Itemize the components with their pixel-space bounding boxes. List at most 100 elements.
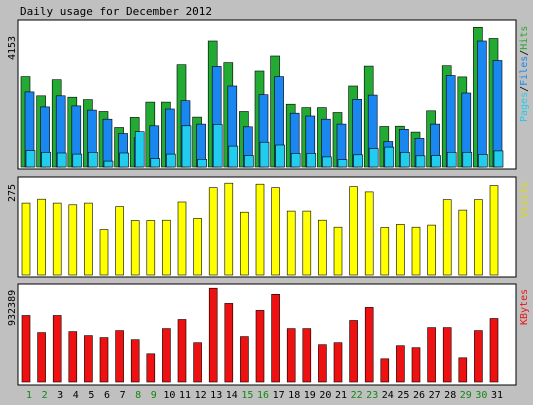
visits-bar-25 — [396, 224, 405, 276]
pages-bar-28 — [446, 152, 457, 168]
day-label-6: 6 — [104, 390, 110, 401]
kbytes-max-label: 932389 — [7, 290, 18, 326]
pages-bar-31 — [493, 150, 504, 168]
day-label-2: 2 — [42, 390, 48, 401]
day-label-8: 8 — [135, 390, 141, 401]
pages-bar-5 — [88, 152, 98, 168]
visits-bar-18 — [286, 210, 296, 276]
visits-bar-7 — [115, 206, 124, 276]
kbytes-bar-6 — [99, 337, 109, 383]
visits-bar-6 — [99, 229, 109, 276]
kbytes-bar-19 — [302, 328, 312, 383]
kbytes-bar-17 — [271, 293, 280, 383]
pages-bar-15 — [244, 155, 254, 168]
kbytes-bar-5 — [84, 335, 93, 383]
day-label-17: 17 — [273, 390, 285, 401]
pages-bar-12 — [197, 159, 207, 168]
pages-bar-2 — [41, 152, 51, 168]
visits-bar-9 — [146, 220, 156, 276]
day-label-11: 11 — [179, 390, 191, 401]
visits-bar-16 — [255, 183, 265, 276]
visits-bar-1 — [21, 202, 31, 276]
pages-bar-21 — [337, 159, 348, 168]
kbytes-bar-24 — [380, 358, 390, 383]
day-label-9: 9 — [151, 390, 157, 401]
pages-bar-23 — [368, 148, 379, 168]
day-label-3: 3 — [57, 390, 63, 401]
visits-bar-31 — [489, 185, 499, 276]
visits-bar-27 — [427, 224, 436, 276]
pages-bar-3 — [56, 152, 67, 168]
svg-text:Pages/Files/Hits: Pages/Files/Hits — [519, 26, 530, 122]
pages-bar-1 — [25, 150, 36, 168]
day-label-7: 7 — [120, 390, 126, 401]
pages-bar-9 — [150, 158, 161, 168]
day-label-18: 18 — [288, 390, 300, 401]
x-axis-labels: 1 2 3 4 5 6 7 8 9 10 11 12 13 14 15 16 17 18 19 20 21 22 23 24 2… — [26, 390, 503, 401]
pages-bar-29 — [462, 152, 473, 168]
visits-bar-8 — [130, 220, 140, 276]
visits-bar-13 — [208, 187, 218, 276]
day-label-29: 29 — [460, 390, 472, 401]
day-label-24: 24 — [382, 390, 394, 401]
day-label-30: 30 — [475, 390, 487, 401]
visits-bar-15 — [240, 211, 249, 276]
kbytes-bar-25 — [396, 345, 405, 383]
kbytes-bar-2 — [37, 332, 46, 383]
visits-bar-10 — [162, 219, 171, 276]
kbytes-bar-21 — [333, 342, 343, 383]
pages-bar-30 — [478, 154, 488, 168]
day-label-21: 21 — [335, 390, 347, 401]
visits-bar-30 — [474, 199, 483, 276]
visits-bar-22 — [349, 186, 358, 276]
visits-bar-29 — [458, 209, 468, 276]
day-label-5: 5 — [88, 390, 94, 401]
visits-bar-3 — [52, 202, 62, 276]
day-label-13: 13 — [210, 390, 222, 401]
kbytes-bar-22 — [349, 320, 358, 383]
pages-bar-11 — [181, 125, 192, 168]
pages-bar-6 — [103, 160, 114, 168]
kbytes-bar-26 — [411, 347, 421, 383]
kbytes-bar-29 — [458, 357, 468, 383]
kbytes-bar-31 — [489, 318, 499, 383]
pages-bar-19 — [306, 153, 317, 168]
day-label-25: 25 — [397, 390, 409, 401]
files-bar-30 — [477, 40, 487, 168]
chart-title: Daily usage for December 2012 — [20, 5, 212, 18]
pages-bar-27 — [431, 155, 441, 168]
day-label-28: 28 — [444, 390, 456, 401]
kbytes-bar-27 — [427, 327, 436, 383]
pages-bar-13 — [212, 124, 223, 168]
kbytes-bar-11 — [177, 319, 187, 383]
kbytes-bar-12 — [193, 342, 202, 383]
kbytes-bar-14 — [224, 303, 234, 383]
kbytes-bar-15 — [240, 336, 249, 383]
visits-bar-21 — [333, 226, 343, 276]
day-label-23: 23 — [366, 390, 378, 401]
pages-bar-4 — [72, 153, 83, 168]
hits-legend: Pages/Files/Hits — [519, 26, 530, 122]
visits-bar-26 — [411, 226, 421, 276]
kbytes-bars — [21, 287, 499, 383]
day-label-22: 22 — [351, 390, 363, 401]
kbytes-bar-9 — [146, 353, 156, 383]
kbytes-bar-8 — [130, 339, 140, 383]
visits-bar-5 — [84, 202, 93, 276]
visits-bar-14 — [224, 182, 234, 276]
hits-bars — [20, 26, 504, 168]
day-label-20: 20 — [319, 390, 331, 401]
visits-bar-23 — [364, 191, 374, 276]
kbytes-bar-13 — [208, 287, 218, 383]
files-bar-6 — [102, 118, 113, 168]
kbytes-bar-20 — [318, 344, 327, 383]
pages-bar-22 — [353, 154, 363, 168]
pages-bar-24 — [384, 146, 395, 168]
legend-sep-2: / — [519, 50, 530, 56]
kbytes-bar-23 — [364, 307, 374, 383]
visits-bar-12 — [193, 218, 202, 276]
visits-bar-4 — [68, 204, 78, 276]
kbytes-bar-10 — [162, 328, 171, 383]
pages-bar-26 — [415, 155, 426, 168]
